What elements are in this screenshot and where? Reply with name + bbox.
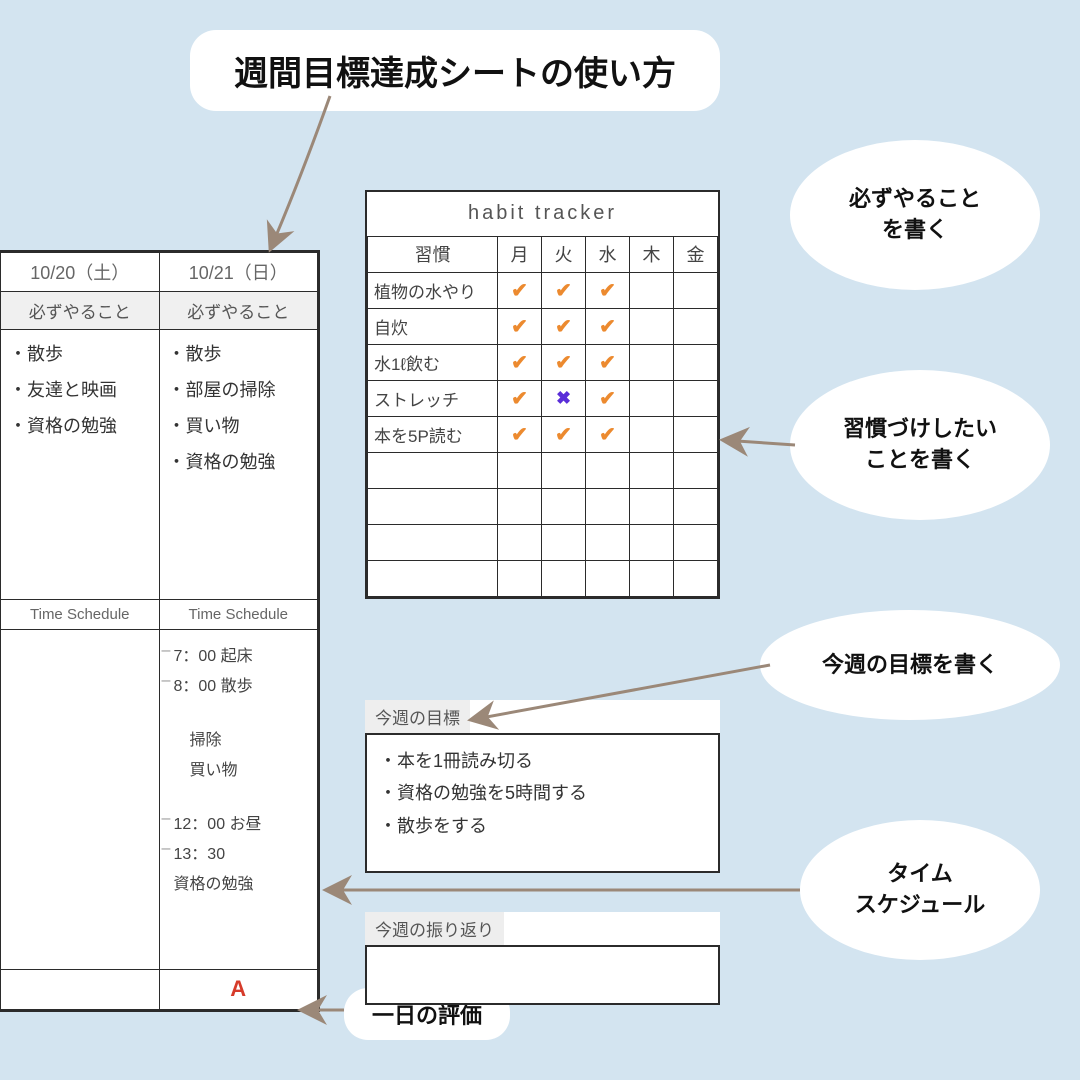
habit-blank	[586, 560, 630, 596]
habit-blank	[674, 560, 718, 596]
habit-blank	[586, 524, 630, 560]
habit-blank	[498, 488, 542, 524]
tracker-day: 木	[630, 236, 674, 272]
grade-sun: A	[159, 970, 318, 1010]
habit-mark: ✔	[498, 308, 542, 344]
habit-blank	[586, 452, 630, 488]
goals-label: 今週の目標	[365, 700, 470, 733]
weekly-goals: 今週の目標 ・本を1冊読み切る・資格の勉強を5時間する・散歩をする	[365, 700, 720, 873]
habit-blank	[498, 452, 542, 488]
habit-blank	[586, 488, 630, 524]
schedule-label: Time Schedule	[1, 600, 160, 630]
grade-value: A	[230, 976, 246, 1001]
habit-mark: ✔	[542, 272, 586, 308]
habit-name: ストレッチ	[368, 380, 498, 416]
goal-item: ・本を1冊読み切る	[379, 745, 706, 777]
section-label: 必ずやること	[1, 292, 160, 330]
habit-mark: ✖	[542, 380, 586, 416]
callout-text: 今週の目標を書く	[822, 650, 998, 681]
callout-text: 習慣づけしたいことを書く	[843, 414, 997, 476]
habit-mark: ✔	[498, 272, 542, 308]
habit-blank	[630, 560, 674, 596]
habit-blank	[498, 560, 542, 596]
goal-item: ・散歩をする	[379, 810, 706, 842]
habit-mark	[630, 380, 674, 416]
goals-box: ・本を1冊読み切る・資格の勉強を5時間する・散歩をする	[365, 733, 720, 873]
date-sat: 10/20（土）	[1, 253, 160, 292]
habit-blank	[674, 488, 718, 524]
callout-goal: 今週の目標を書く	[760, 610, 1060, 720]
callout-habit: 習慣づけしたいことを書く	[790, 370, 1050, 520]
habit-blank	[368, 488, 498, 524]
habit-blank	[542, 488, 586, 524]
grade-sat	[1, 970, 160, 1010]
habit-blank	[674, 524, 718, 560]
habit-mark	[674, 308, 718, 344]
schedule-label: Time Schedule	[159, 600, 318, 630]
habit-mark	[674, 380, 718, 416]
habit-mark: ✔	[586, 416, 630, 452]
habit-mark	[630, 308, 674, 344]
habit-blank	[368, 452, 498, 488]
habit-name: 本を5P読む	[368, 416, 498, 452]
tracker-day: 金	[674, 236, 718, 272]
callout-must-do: 必ずやることを書く	[790, 140, 1040, 290]
tracker-title: habit tracker	[368, 192, 718, 236]
tasks-sat: ・散歩・友達と映画・資格の勉強	[1, 330, 160, 600]
review-box	[365, 945, 720, 1005]
habit-mark: ✔	[542, 308, 586, 344]
habit-mark	[630, 272, 674, 308]
date-sun: 10/21（日）	[159, 253, 318, 292]
habit-blank	[542, 452, 586, 488]
habit-blank	[368, 560, 498, 596]
habit-mark: ✔	[542, 416, 586, 452]
habit-mark: ✔	[586, 272, 630, 308]
habit-blank	[630, 488, 674, 524]
review-label: 今週の振り返り	[365, 912, 504, 945]
planner-panel: 10/20（土） 10/21（日） 必ずやること 必ずやること ・散歩・友達と映…	[0, 250, 320, 1012]
habit-mark: ✔	[586, 380, 630, 416]
tracker-day: 火	[542, 236, 586, 272]
habit-blank	[630, 524, 674, 560]
tracker-col-habit: 習慣	[368, 236, 498, 272]
tasks-sun: ・散歩・部屋の掃除・買い物・資格の勉強	[159, 330, 318, 600]
habit-mark: ✔	[542, 344, 586, 380]
habit-tracker: habit tracker 習慣月火水木金植物の水やり✔✔✔自炊✔✔✔水1ℓ飲む…	[365, 190, 720, 599]
habit-name: 水1ℓ飲む	[368, 344, 498, 380]
habit-blank	[630, 452, 674, 488]
habit-blank	[542, 560, 586, 596]
tracker-day: 月	[498, 236, 542, 272]
habit-blank	[498, 524, 542, 560]
habit-name: 植物の水やり	[368, 272, 498, 308]
habit-mark	[674, 344, 718, 380]
tracker-day: 水	[586, 236, 630, 272]
habit-mark	[630, 344, 674, 380]
page-title: 週間目標達成シートの使い方	[190, 30, 720, 111]
habit-mark: ✔	[498, 344, 542, 380]
goal-item: ・資格の勉強を5時間する	[379, 777, 706, 809]
habit-mark: ✔	[498, 416, 542, 452]
habit-mark	[630, 416, 674, 452]
habit-blank	[368, 524, 498, 560]
callout-text: 必ずやることを書く	[849, 184, 981, 246]
callout-text: タイムスケジュール	[855, 859, 985, 921]
schedule-sun: 7：00 起床8：00 散歩 掃除 買い物 12：00 お昼13：30資格の勉強	[159, 630, 318, 970]
habit-mark: ✔	[586, 344, 630, 380]
habit-name: 自炊	[368, 308, 498, 344]
habit-blank	[542, 524, 586, 560]
section-label: 必ずやること	[159, 292, 318, 330]
habit-mark: ✔	[586, 308, 630, 344]
callout-schedule: タイムスケジュール	[800, 820, 1040, 960]
schedule-sat	[1, 630, 160, 970]
habit-mark	[674, 272, 718, 308]
weekly-review: 今週の振り返り	[365, 912, 720, 1005]
habit-mark	[674, 416, 718, 452]
habit-blank	[674, 452, 718, 488]
habit-mark: ✔	[498, 380, 542, 416]
